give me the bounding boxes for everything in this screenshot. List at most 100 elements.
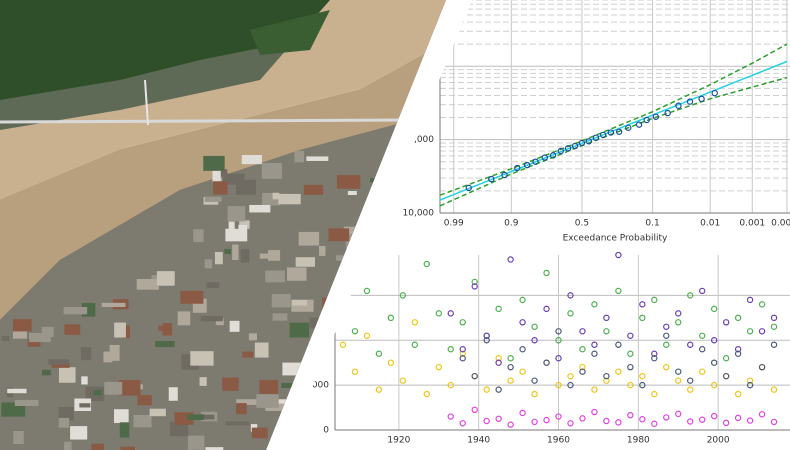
data-point xyxy=(591,341,598,348)
building xyxy=(137,395,152,406)
data-point xyxy=(579,363,586,371)
data-point xyxy=(639,416,646,423)
data-point xyxy=(571,142,579,150)
building xyxy=(227,206,246,222)
data-point xyxy=(543,416,550,424)
data-point xyxy=(603,328,610,335)
data-point xyxy=(734,414,742,422)
data-point xyxy=(698,332,706,339)
building xyxy=(232,244,239,260)
data-point xyxy=(459,420,466,427)
building xyxy=(27,339,41,347)
data-point xyxy=(615,252,622,259)
data-point xyxy=(411,319,419,326)
building xyxy=(224,249,231,254)
data-point xyxy=(710,359,718,366)
data-point xyxy=(519,319,526,326)
data-point xyxy=(591,386,598,393)
data-point xyxy=(579,368,586,375)
data-point xyxy=(591,408,598,416)
data-point xyxy=(722,419,730,427)
data-point xyxy=(579,415,586,422)
data-point xyxy=(675,410,682,418)
data-point xyxy=(507,256,514,263)
data-point xyxy=(770,386,778,393)
data-point xyxy=(615,287,622,295)
building xyxy=(259,253,278,259)
data-point xyxy=(459,346,466,353)
data-point xyxy=(591,301,598,308)
building xyxy=(203,155,225,171)
data-point xyxy=(495,415,502,422)
building xyxy=(287,267,307,281)
building xyxy=(301,371,313,387)
building xyxy=(241,155,262,165)
building xyxy=(240,249,250,263)
building xyxy=(213,181,228,195)
data-point xyxy=(627,332,634,339)
building xyxy=(336,175,361,189)
building xyxy=(80,347,92,361)
building xyxy=(29,332,51,343)
data-point xyxy=(687,292,694,299)
building xyxy=(12,330,27,339)
data-point xyxy=(459,355,466,362)
data-point xyxy=(488,175,495,183)
data-point xyxy=(698,287,706,295)
data-point xyxy=(615,128,623,135)
data-point xyxy=(639,381,646,389)
building xyxy=(229,320,240,332)
data-point xyxy=(698,95,705,103)
data-point xyxy=(651,355,658,362)
building xyxy=(306,156,329,161)
data-point xyxy=(746,377,754,384)
data-point xyxy=(471,278,478,286)
data-point xyxy=(615,368,622,375)
data-point xyxy=(363,332,371,339)
data-point xyxy=(495,386,502,393)
data-point xyxy=(675,310,682,317)
building xyxy=(236,399,258,405)
data-point xyxy=(627,350,634,357)
data-point xyxy=(579,346,586,353)
data-point xyxy=(495,359,502,366)
data-point xyxy=(501,171,508,179)
data-point xyxy=(663,414,670,421)
data-point xyxy=(351,328,359,335)
data-point xyxy=(543,269,550,277)
building xyxy=(79,403,91,408)
data-point xyxy=(591,350,598,357)
building xyxy=(41,369,51,376)
data-point xyxy=(495,355,502,362)
data-point xyxy=(465,184,472,192)
data-point xyxy=(746,381,754,389)
data-point xyxy=(507,355,514,362)
building xyxy=(322,297,333,310)
data-point xyxy=(722,372,730,380)
building xyxy=(261,162,282,179)
data-point xyxy=(519,296,526,304)
data-point xyxy=(770,314,778,322)
data-point xyxy=(363,287,371,295)
building xyxy=(205,447,224,450)
data-point xyxy=(651,296,658,304)
data-point xyxy=(687,418,694,425)
building xyxy=(335,255,348,261)
data-point xyxy=(592,134,600,141)
building xyxy=(136,279,159,290)
data-point xyxy=(519,368,526,375)
building xyxy=(303,184,324,195)
data-point xyxy=(339,341,347,348)
data-point xyxy=(411,341,419,348)
data-point xyxy=(710,412,718,420)
building xyxy=(204,259,213,269)
building xyxy=(63,306,88,315)
building xyxy=(180,290,204,304)
building xyxy=(225,421,250,426)
building xyxy=(103,351,113,363)
building xyxy=(350,252,364,260)
building xyxy=(133,414,152,428)
y-tick-label: 0 xyxy=(323,426,329,436)
